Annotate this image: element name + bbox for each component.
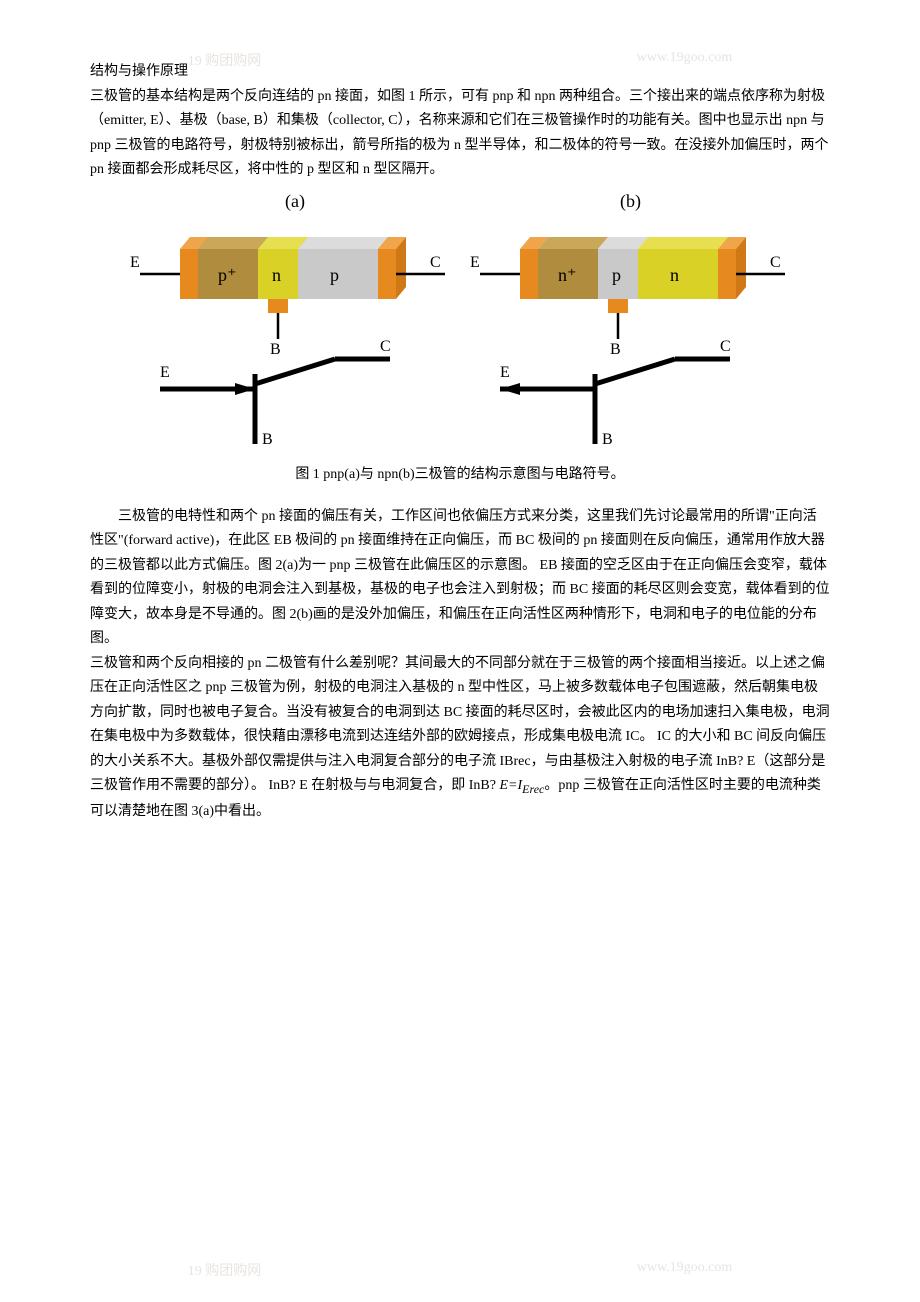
paragraph-1: 三极管的基本结构是两个反向连结的 pn 接面，如图 1 所示，可有 pnp 和 … [90, 85, 830, 183]
pnp-sym-B: B [262, 431, 273, 448]
figure-1: (a) (b) [90, 189, 830, 483]
heading: 结构与操作原理 [90, 60, 830, 85]
npn-B: B [610, 341, 621, 358]
label-b: (b) [620, 191, 641, 212]
pnp-E: E [130, 254, 140, 271]
watermark-bottom: 19 购团购网 www.19goo.com [0, 1260, 920, 1280]
figure-1-caption: 图 1 pnp(a)与 npn(b)三极管的结构示意图与电路符号。 [90, 463, 830, 483]
watermark-left-b: 19 购团购网 [188, 1260, 262, 1280]
watermark-right-b: www.19goo.com [637, 1260, 733, 1280]
npn-sym-C: C [720, 338, 731, 355]
label-a: (a) [285, 191, 305, 212]
npn-sym-B: B [602, 431, 613, 448]
paragraph-2: 三极管的电特性和两个 pn 接面的偏压有关，工作区间也依偏压方式来分类，这里我们… [90, 505, 830, 652]
para3-part1: 三极管和两个反向相接的 pn 二极管有什么差别呢？其间最大的不同部分就在于三极管… [90, 656, 830, 794]
pnp-sym-C: C [380, 338, 391, 355]
figure-1-svg: (a) (b) [130, 189, 790, 449]
npn-n-plus: n⁺ [558, 265, 577, 285]
npn-block: n⁺ p n E C B [470, 237, 785, 358]
paragraph-3: 三极管和两个反向相接的 pn 二极管有什么差别呢？其间最大的不同部分就在于三极管… [90, 652, 830, 825]
npn-C: C [770, 254, 781, 271]
pnp-sym-E: E [160, 364, 170, 381]
page-content: 结构与操作原理 三极管的基本结构是两个反向连结的 pn 接面，如图 1 所示，可… [0, 0, 920, 884]
npn-n: n [670, 265, 679, 285]
pnp-n: n [272, 265, 281, 285]
para3-ital: E=I [499, 778, 522, 793]
npn-E: E [470, 254, 480, 271]
para3-sub: Erec [522, 782, 544, 796]
pnp-p: p [330, 265, 339, 285]
npn-p: p [612, 265, 621, 285]
pnp-B: B [270, 341, 281, 358]
npn-sym-E: E [500, 364, 510, 381]
pnp-block: p⁺ n p E C B [130, 237, 445, 358]
pnp-p-plus: p⁺ [218, 265, 237, 285]
pnp-C: C [430, 254, 441, 271]
